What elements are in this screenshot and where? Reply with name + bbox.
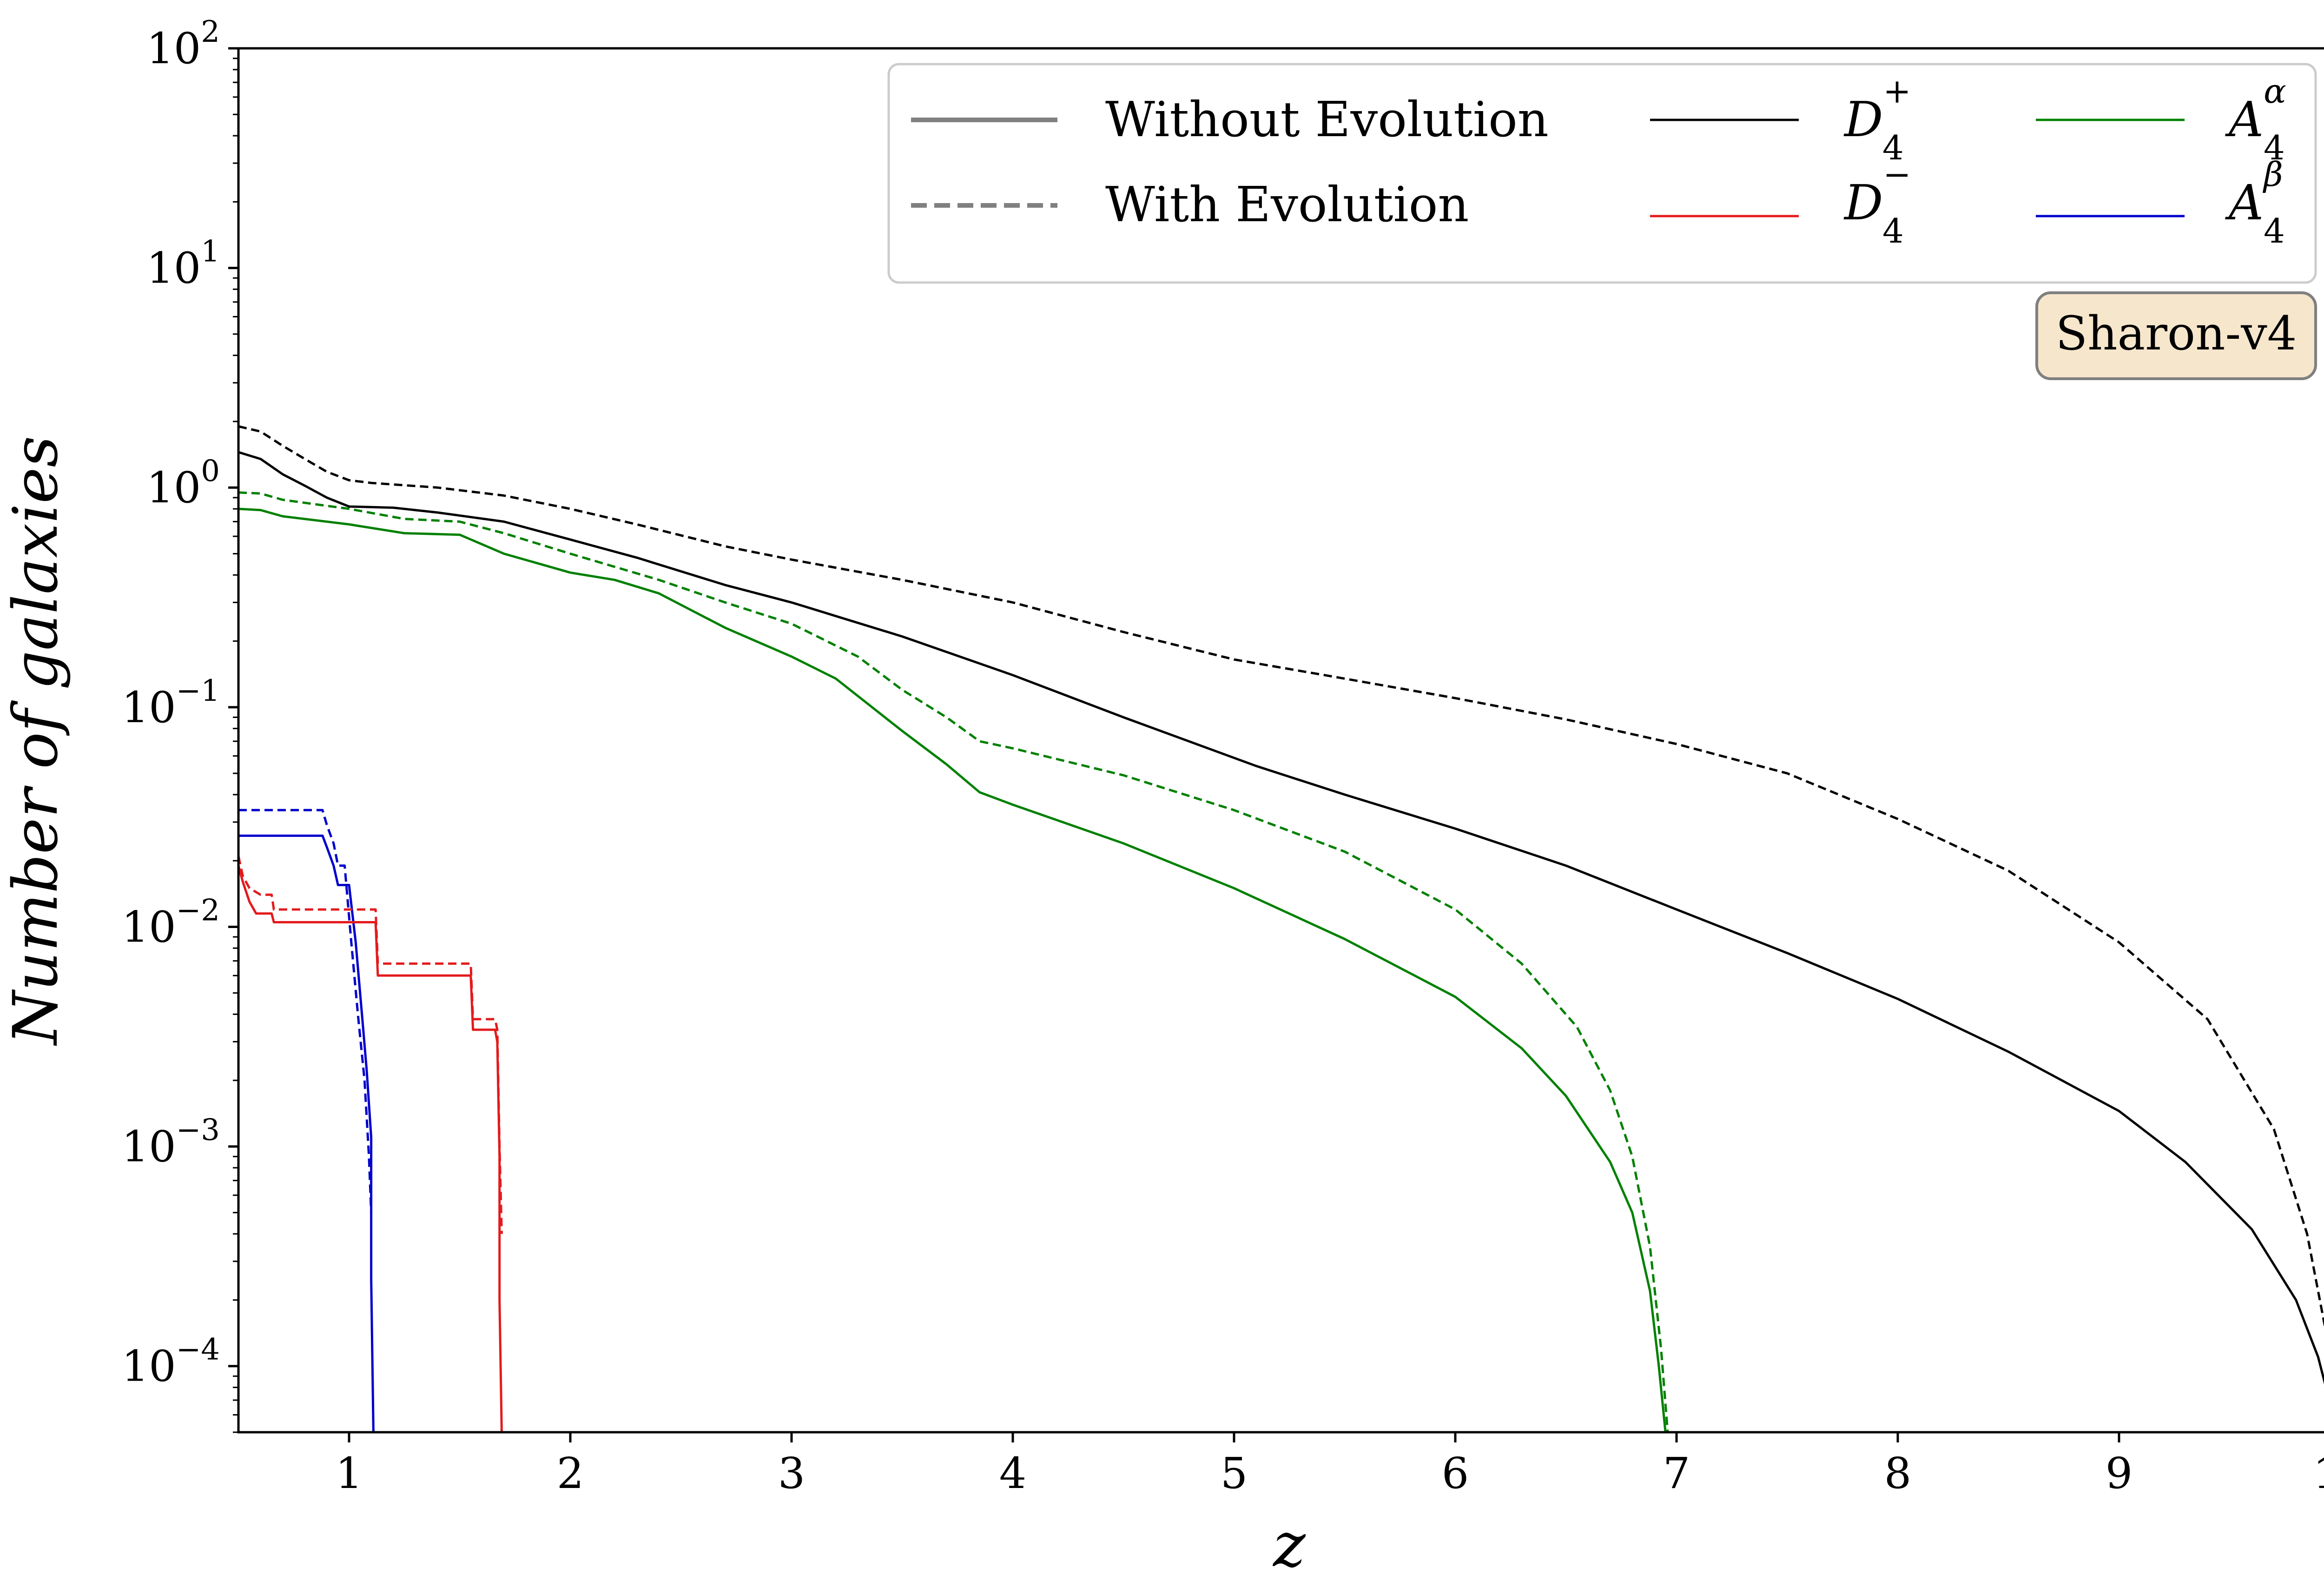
y-tick-label: 100 xyxy=(146,454,220,513)
x-tick-label: 5 xyxy=(1221,1448,1248,1498)
plot-frame xyxy=(237,47,2324,1434)
legend-label-with-evolution: With Evolution xyxy=(1105,176,1469,233)
x-tick-label: 9 xyxy=(2106,1448,2133,1498)
x-axis-title: z xyxy=(1272,1509,1306,1580)
annotation-box xyxy=(2035,291,2317,380)
y-tick-label: 10−4 xyxy=(122,1333,220,1391)
x-tick-label: 1 xyxy=(336,1448,363,1498)
legend: Without Evolution With Evolution D+ 4 D− 4… xyxy=(887,63,2317,284)
x-tick-label: 7 xyxy=(1663,1448,1690,1498)
series-line-a4beta-without-evolution xyxy=(238,834,375,1432)
legend-label-d4-plus: D+ 4 xyxy=(1843,72,1911,167)
legend-label-d4-minus: D− 4 xyxy=(1843,155,1911,250)
x-tick-label: 6 xyxy=(1442,1448,1469,1498)
y-tick-label: 10−1 xyxy=(122,674,220,732)
annotation-badge: Sharon-v4 xyxy=(2035,291,2317,380)
x-tick-label: 4 xyxy=(999,1448,1027,1498)
legend-label-without-evolution: Without Evolution xyxy=(1105,91,1549,148)
series-line-d4+-with-evolution xyxy=(238,425,2324,1328)
series-layer xyxy=(238,425,2324,1432)
y-axis-title: Number of galaxies xyxy=(0,436,72,1046)
series-line-a4alpha-without-evolution xyxy=(238,507,1667,1432)
legend-label-a4-alpha: Aα 4 xyxy=(2225,72,2286,167)
x-tick-label: 8 xyxy=(1884,1448,1912,1498)
y-axis: 10−4 10−3 10−2 10−1 100 101 102 xyxy=(122,15,238,1433)
x-tick-label: 3 xyxy=(778,1448,805,1498)
y-tick-label: 102 xyxy=(146,15,220,73)
legend-box xyxy=(887,63,2317,284)
annotation-text: Sharon-v4 xyxy=(2056,306,2297,361)
series-line-d4+-without-evolution xyxy=(238,451,2324,1385)
x-tick-label: 10 xyxy=(2313,1448,2324,1498)
series-line-a4alpha-with-evolution xyxy=(238,491,1669,1432)
y-tick-label: 10−2 xyxy=(122,893,220,952)
y-tick-label: 101 xyxy=(146,235,220,293)
x-tick-label: 2 xyxy=(557,1448,584,1498)
x-axis: 1 2 3 4 5 6 7 8 9 10 xyxy=(336,1432,2324,1498)
series-line-a4beta-with-evolution xyxy=(238,809,373,1213)
legend-label-a4-beta: Aβ 4 xyxy=(2225,155,2285,250)
y-tick-label: 10−3 xyxy=(122,1113,220,1172)
series-line-d4--with-evolution xyxy=(238,856,503,1234)
